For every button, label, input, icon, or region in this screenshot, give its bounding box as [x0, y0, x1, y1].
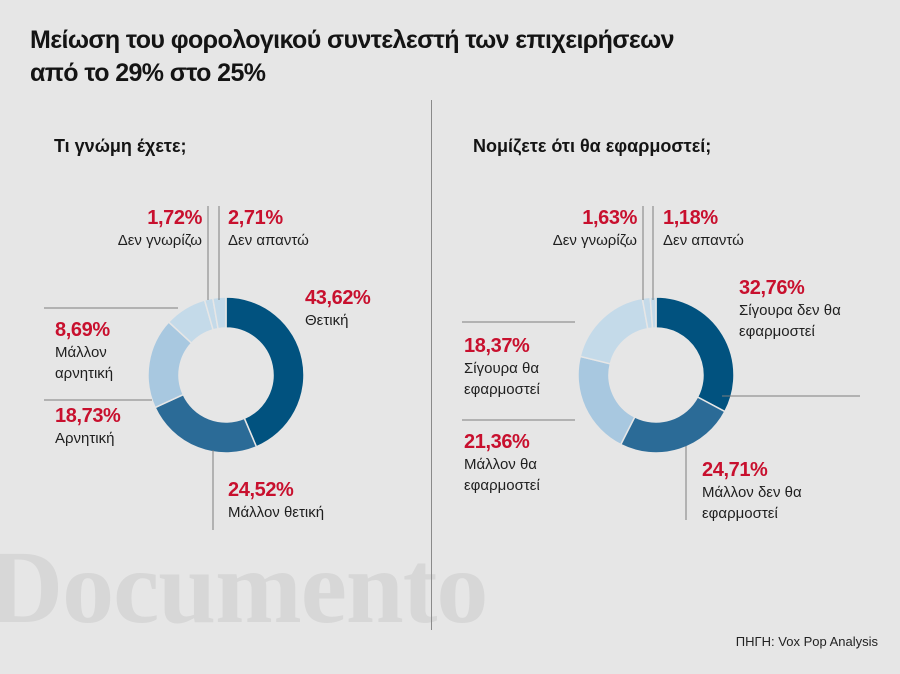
data-label-name: Σίγουρα δεν θα εφαρμοστεί	[739, 302, 841, 340]
title-line-2: από το 29% στο 25%	[30, 59, 266, 87]
chart-1-leader-lines	[44, 206, 220, 530]
chart-1-label-rather-negative: 8,69% Μάλλον αρνητική	[55, 318, 150, 384]
chart-2-label-surely-not: 32,76% Σίγουρα δεν θα εφαρμοστεί	[739, 276, 879, 342]
title-line-1: Μείωση του φορολογικού συντελεστή των επ…	[30, 26, 675, 54]
data-label-name: Δεν απαντώ	[663, 232, 744, 249]
data-label-name: Θετική	[305, 312, 349, 329]
chart-1-label-no-answer: 2,71% Δεν απαντώ	[228, 206, 348, 251]
data-label-value: 43,62%	[305, 287, 371, 309]
data-label-name: Αρνητική	[55, 430, 115, 447]
data-label-name: Μάλλον θα εφαρμοστεί	[464, 456, 540, 494]
chart-2-label-rather-not: 24,71% Μάλλον δεν θα εφαρμοστεί	[702, 458, 832, 524]
data-label-name: Δεν γνωρίζω	[552, 232, 637, 249]
data-label-value: 1,63%	[582, 207, 637, 229]
donut-slice	[211, 296, 227, 330]
donut-slice	[655, 296, 735, 413]
data-label-name: Μάλλον αρνητική	[55, 344, 114, 382]
donut-chart-opinion	[147, 296, 305, 454]
data-label-value: 2,71%	[228, 207, 283, 229]
donut-slice	[649, 296, 657, 329]
donut-slice	[225, 296, 305, 448]
data-label-name: Μάλλον θετική	[228, 504, 325, 521]
chart-2-label-rather-yes: 21,36% Μάλλον θα εφαρμοστεί	[464, 430, 574, 496]
chart-2-label-dont-know: 1,63% Δεν γνωρίζω	[520, 206, 638, 251]
chart-2-label-surely-yes: 18,37% Σίγουρα θα εφαρμοστεί	[464, 334, 574, 400]
data-label-value: 24,52%	[228, 479, 294, 501]
chart-2-leader-lines	[462, 206, 860, 520]
data-label-name: Σίγουρα θα εφαρμοστεί	[464, 360, 540, 398]
donut-slice	[577, 355, 636, 446]
data-label-value: 21,36%	[464, 431, 530, 453]
data-label-value: 1,72%	[147, 207, 202, 229]
chart-1-label-negative: 18,73% Αρνητική	[55, 404, 165, 449]
data-label-value: 8,69%	[55, 319, 110, 341]
donut-chart-implementation	[577, 296, 735, 454]
chart-1-label-positive: 43,62% Θετική	[305, 286, 415, 331]
chart-1-label-dont-know: 1,72% Δεν γνωρίζω	[100, 206, 203, 251]
data-label-value: 1,18%	[663, 207, 718, 229]
donut-slice	[619, 395, 726, 454]
data-label-value: 32,76%	[739, 277, 805, 299]
data-label-value: 24,71%	[702, 459, 768, 481]
donut-slice	[579, 297, 649, 365]
data-label-value: 18,73%	[55, 405, 121, 427]
data-label-name: Δεν γνωρίζω	[117, 232, 202, 249]
chart-1-question: Τι γνώμη έχετε;	[54, 136, 187, 156]
panel-divider	[431, 100, 432, 630]
chart-2-label-no-answer: 1,18% Δεν απαντώ	[663, 206, 773, 251]
page-title: Μείωση του φορολογικού συντελεστή των επ…	[30, 24, 870, 90]
chart-1-label-rather-positive: 24,52% Μάλλον θετική	[228, 478, 368, 523]
data-label-value: 18,37%	[464, 335, 530, 357]
chart-2-question: Νομίζετε ότι θα εφαρμοστεί;	[473, 136, 712, 156]
data-label-name: Δεν απαντώ	[228, 232, 309, 249]
source-note: ΠΗΓΗ: Vox Pop Analysis	[735, 634, 878, 649]
donut-slice	[154, 393, 258, 454]
watermark-logo: Documento	[0, 530, 488, 645]
data-label-name: Μάλλον δεν θα εφαρμοστεί	[702, 484, 802, 522]
